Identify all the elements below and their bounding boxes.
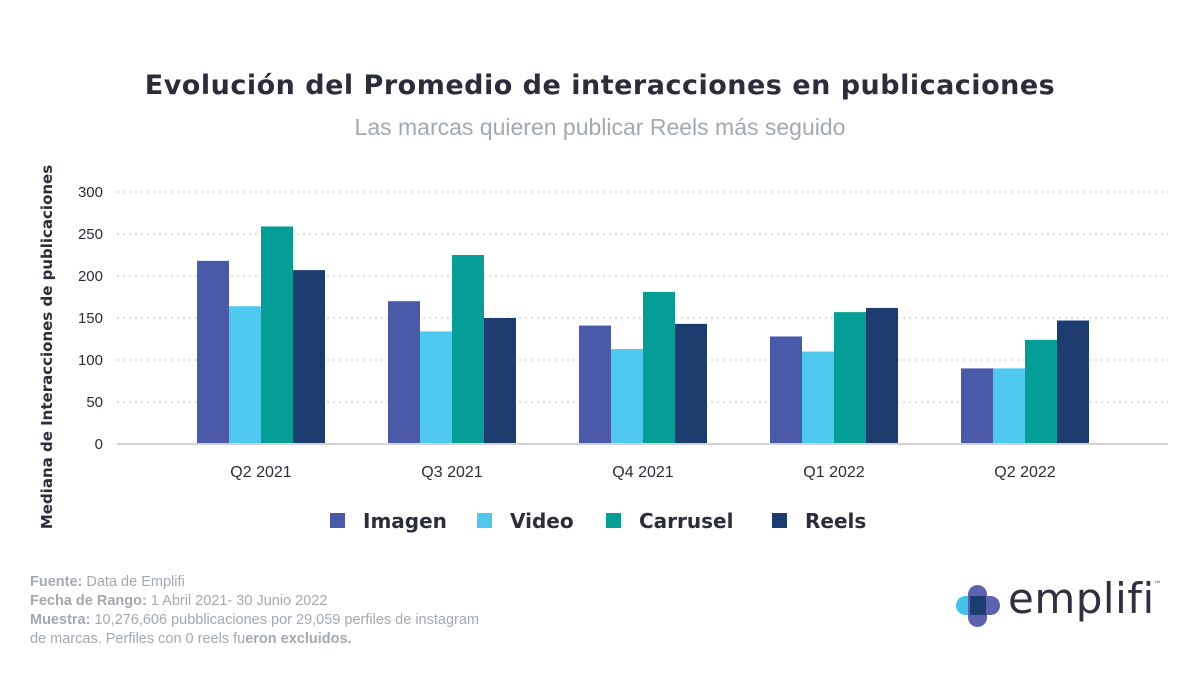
bar-reels xyxy=(866,307,898,444)
legend-swatch-video xyxy=(477,513,492,528)
y-tick-label: 100 xyxy=(78,352,103,369)
chart-subtitle: Las marcas quieren publicar Reels más se… xyxy=(354,114,846,140)
legend-swatch-imagen xyxy=(330,513,345,528)
bars xyxy=(197,226,1089,444)
bar-video xyxy=(229,306,261,444)
y-axis-ticks: 0 50 100 150 200 250 300 xyxy=(78,184,103,453)
bar-imagen xyxy=(197,260,229,444)
legend-label-imagen: Imagen xyxy=(363,509,447,533)
emplifi-logo-text: emplifi xyxy=(1008,574,1155,623)
legend-label-video: Video xyxy=(510,509,574,533)
y-tick-label: 50 xyxy=(86,394,103,411)
bar-carrusel xyxy=(261,226,293,444)
legend: Imagen Video Carrusel Reels xyxy=(330,509,866,533)
footer-source: Fuente: Data de Emplifi xyxy=(30,574,185,590)
legend-swatch-carrusel xyxy=(606,513,621,528)
x-tick-label: Q2 2021 xyxy=(230,464,291,481)
x-tick-label: Q2 2022 xyxy=(994,464,1055,481)
footer-sample: Muestra: 10,276,606 pubblicaciones por 2… xyxy=(30,612,479,647)
bar-video xyxy=(993,368,1025,444)
bar-reels xyxy=(293,270,325,444)
bar-video xyxy=(420,331,452,444)
x-tick-label: Q4 2021 xyxy=(612,464,673,481)
y-tick-label: 0 xyxy=(95,436,103,453)
bar-video xyxy=(802,351,834,444)
bar-imagen xyxy=(770,336,802,444)
footer-date-range: Fecha de Rango: 1 Abril 2021- 30 Junio 2… xyxy=(30,593,328,609)
bar-reels xyxy=(675,323,707,444)
legend-label-reels: Reels xyxy=(805,509,866,533)
bar-carrusel xyxy=(643,291,675,444)
bar-imagen xyxy=(388,301,420,444)
bar-reels xyxy=(484,318,516,444)
chart-footer-notes: Fuente: Data de Emplifi Fecha de Rango: … xyxy=(30,573,490,649)
x-tick-label: Q3 2021 xyxy=(421,464,482,481)
bar-chart: 0 50 100 150 200 250 300 Q2 2021 Q3 2021 Q4 2021… xyxy=(38,165,1168,533)
bar-imagen xyxy=(961,368,993,444)
y-tick-label: 250 xyxy=(78,226,103,243)
x-tick-label: Q1 2022 xyxy=(803,464,864,481)
legend-label-carrusel: Carrusel xyxy=(639,509,733,533)
emplifi-logo-icon xyxy=(956,585,1000,627)
bar-video xyxy=(611,349,643,444)
y-tick-label: 150 xyxy=(78,310,103,327)
chart-title: Evolución del Promedio de interacciones … xyxy=(144,70,1056,101)
bar-carrusel xyxy=(452,255,484,444)
y-axis-label: Mediana de Interacciones de publicacione… xyxy=(38,165,56,529)
y-tick-label: 300 xyxy=(78,184,103,201)
bar-reels xyxy=(1057,320,1089,444)
emplifi-logo: emplifi ™ xyxy=(956,574,1166,630)
y-tick-label: 200 xyxy=(78,268,103,285)
x-axis-ticks: Q2 2021 Q3 2021 Q4 2021 Q1 2022 Q2 2022 xyxy=(230,464,1055,481)
trademark-mark: ™ xyxy=(1154,580,1161,588)
bar-carrusel xyxy=(834,312,866,444)
bar-carrusel xyxy=(1025,339,1057,444)
bar-imagen xyxy=(579,325,611,444)
legend-swatch-reels xyxy=(772,513,787,528)
